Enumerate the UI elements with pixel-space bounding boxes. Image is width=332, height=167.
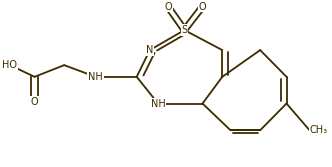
Text: HO: HO bbox=[2, 60, 17, 70]
Text: NH: NH bbox=[88, 72, 103, 82]
Text: O: O bbox=[164, 2, 172, 12]
Text: O: O bbox=[31, 97, 39, 107]
Text: S: S bbox=[181, 25, 188, 35]
Text: O: O bbox=[199, 2, 207, 12]
Text: NH: NH bbox=[151, 99, 165, 109]
Text: N: N bbox=[146, 45, 153, 55]
Text: CH₃: CH₃ bbox=[309, 125, 328, 135]
